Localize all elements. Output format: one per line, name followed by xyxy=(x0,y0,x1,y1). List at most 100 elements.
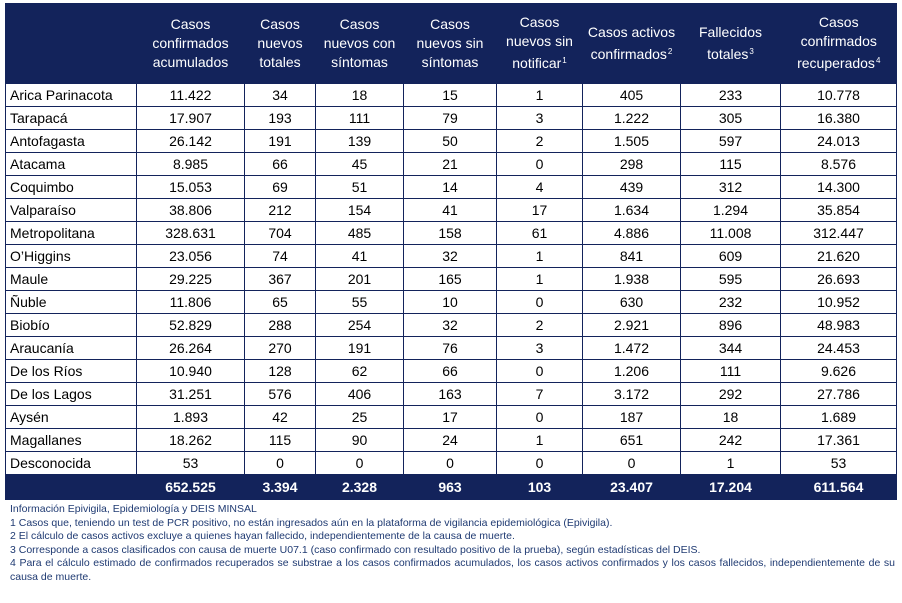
footnote-3: 3 Corresponde a casos clasificados con c… xyxy=(10,543,701,556)
total-value-cell: 2.328 xyxy=(315,474,404,500)
region-name-cell: Biobío xyxy=(5,313,137,337)
value-cell: 31.251 xyxy=(136,382,245,406)
table-row: Araucanía 26.264 270 191 76 3 1.472 344 24.453 xyxy=(5,336,897,360)
table-row: Coquimbo 15.053 69 51 14 4 439 312 14.300 xyxy=(5,175,897,199)
value-cell: 27.786 xyxy=(780,382,897,406)
value-cell: 32 xyxy=(403,313,497,337)
value-cell: 139 xyxy=(315,129,404,153)
value-cell: 298 xyxy=(582,152,681,176)
value-cell: 1 xyxy=(496,83,583,107)
total-value-cell: 963 xyxy=(403,474,497,500)
column-header: Casos nuevos sin notificar1 xyxy=(496,3,583,84)
table-row: Metropolitana 328.631 704 485 158 61 4.886 11.0… xyxy=(5,221,897,245)
value-cell: 3 xyxy=(496,106,583,130)
value-cell: 292 xyxy=(680,382,781,406)
value-cell: 21 xyxy=(403,152,497,176)
value-cell: 48.983 xyxy=(780,313,897,337)
footnotes: Información Epivigila, Epidemiología y D… xyxy=(10,503,895,584)
value-cell: 17.907 xyxy=(136,106,245,130)
value-cell: 187 xyxy=(582,405,681,429)
column-header: Casos activos confirmados2 xyxy=(582,3,681,84)
value-cell: 76 xyxy=(403,336,497,360)
value-cell: 163 xyxy=(403,382,497,406)
total-value-cell: 652.525 xyxy=(136,474,245,500)
value-cell: 193 xyxy=(244,106,316,130)
value-cell: 896 xyxy=(680,313,781,337)
value-cell: 25 xyxy=(315,405,404,429)
region-name-cell: De los Ríos xyxy=(5,359,137,383)
column-header: Casos nuevos sin síntomas xyxy=(403,3,497,84)
value-cell: 115 xyxy=(680,152,781,176)
value-cell: 10 xyxy=(403,290,497,314)
total-value-cell: 103 xyxy=(496,474,583,500)
value-cell: 0 xyxy=(496,359,583,383)
value-cell: 21.620 xyxy=(780,244,897,268)
value-cell: 1 xyxy=(496,267,583,291)
value-cell: 11.806 xyxy=(136,290,245,314)
table-row: Desconocida 53 0 0 0 0 0 1 53 xyxy=(5,451,897,475)
value-cell: 270 xyxy=(244,336,316,360)
value-cell: 0 xyxy=(315,451,404,475)
table-row: Arica Parinacota 11.422 34 18 15 1 405 233 10.77… xyxy=(5,83,897,107)
value-cell: 312.447 xyxy=(780,221,897,245)
table-row: De los Ríos 10.940 128 62 66 0 1.206 111 9.626 xyxy=(5,359,897,383)
region-name-cell: De los Lagos xyxy=(5,382,137,406)
value-cell: 41 xyxy=(315,244,404,268)
footnote-marker: 2 xyxy=(667,46,673,56)
value-cell: 34 xyxy=(244,83,316,107)
value-cell: 1 xyxy=(496,244,583,268)
value-cell: 66 xyxy=(244,152,316,176)
value-cell: 53 xyxy=(780,451,897,475)
header-corner-cell xyxy=(5,3,137,84)
value-cell: 201 xyxy=(315,267,404,291)
value-cell: 0 xyxy=(582,451,681,475)
value-cell: 115 xyxy=(244,428,316,452)
value-cell: 312 xyxy=(680,175,781,199)
value-cell: 1.505 xyxy=(582,129,681,153)
value-cell: 242 xyxy=(680,428,781,452)
value-cell: 1.634 xyxy=(582,198,681,222)
value-cell: 841 xyxy=(582,244,681,268)
value-cell: 24.013 xyxy=(780,129,897,153)
table-row: Antofagasta 26.142 191 139 50 2 1.505 597 24.013 xyxy=(5,129,897,153)
table-row: Biobío 52.829 288 254 32 2 2.921 896 48.983 xyxy=(5,313,897,337)
value-cell: 2 xyxy=(496,313,583,337)
value-cell: 0 xyxy=(496,290,583,314)
value-cell: 10.778 xyxy=(780,83,897,107)
total-value-cell: 23.407 xyxy=(582,474,681,500)
value-cell: 10.952 xyxy=(780,290,897,314)
value-cell: 597 xyxy=(680,129,781,153)
value-cell: 191 xyxy=(244,129,316,153)
value-cell: 405 xyxy=(582,83,681,107)
column-header: Casos nuevos totales xyxy=(244,3,316,84)
value-cell: 23.056 xyxy=(136,244,245,268)
value-cell: 0 xyxy=(403,451,497,475)
value-cell: 158 xyxy=(403,221,497,245)
value-cell: 2.921 xyxy=(582,313,681,337)
value-cell: 232 xyxy=(680,290,781,314)
value-cell: 90 xyxy=(315,428,404,452)
column-header: Casos confirmados recuperados4 xyxy=(780,3,897,84)
value-cell: 15.053 xyxy=(136,175,245,199)
footnote-marker: 4 xyxy=(875,56,881,65)
table-row: Maule 29.225 367 201 165 1 1.938 595 26.693 xyxy=(5,267,897,291)
totals-label-cell xyxy=(5,474,137,500)
value-cell: 288 xyxy=(244,313,316,337)
value-cell: 2 xyxy=(496,129,583,153)
value-cell: 128 xyxy=(244,359,316,383)
region-name-cell: Desconocida xyxy=(5,451,137,475)
value-cell: 630 xyxy=(582,290,681,314)
value-cell: 328.631 xyxy=(136,221,245,245)
footnote-marker: 1 xyxy=(562,56,567,65)
value-cell: 165 xyxy=(403,267,497,291)
value-cell: 576 xyxy=(244,382,316,406)
region-name-cell: Atacama xyxy=(5,152,137,176)
value-cell: 305 xyxy=(680,106,781,130)
value-cell: 439 xyxy=(582,175,681,199)
column-header-label: Casos confirmados recuperados xyxy=(797,14,877,71)
value-cell: 69 xyxy=(244,175,316,199)
value-cell: 41 xyxy=(403,198,497,222)
value-cell: 74 xyxy=(244,244,316,268)
total-value-cell: 611.564 xyxy=(780,474,897,500)
value-cell: 609 xyxy=(680,244,781,268)
